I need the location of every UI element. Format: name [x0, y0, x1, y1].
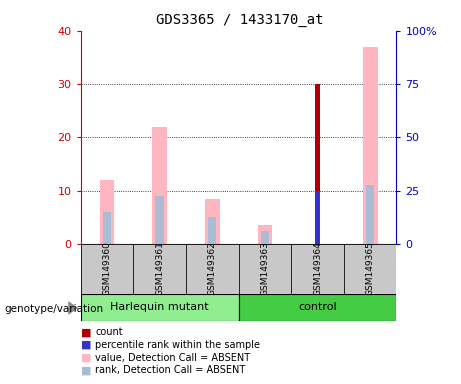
Bar — [81, 294, 239, 321]
Text: ■: ■ — [81, 365, 91, 375]
Text: ■: ■ — [81, 353, 91, 362]
Bar — [344, 244, 396, 294]
Bar — [208, 217, 217, 244]
Bar — [363, 47, 378, 244]
Bar — [239, 244, 291, 294]
Text: GSM149361: GSM149361 — [155, 242, 164, 296]
Bar — [315, 190, 319, 244]
Bar — [205, 199, 219, 244]
Text: GDS3365 / 1433170_at: GDS3365 / 1433170_at — [156, 13, 324, 27]
Text: genotype/variation: genotype/variation — [5, 304, 104, 314]
Text: ■: ■ — [81, 327, 91, 337]
Bar — [186, 244, 239, 294]
Bar — [291, 244, 344, 294]
Bar — [366, 185, 374, 244]
Bar — [315, 84, 320, 244]
Text: count: count — [95, 327, 123, 337]
Bar — [81, 244, 133, 294]
Polygon shape — [68, 301, 78, 315]
Bar — [258, 225, 272, 244]
Text: GSM149362: GSM149362 — [208, 242, 217, 296]
Text: Harlequin mutant: Harlequin mutant — [110, 302, 209, 312]
Bar — [100, 180, 114, 244]
Text: percentile rank within the sample: percentile rank within the sample — [95, 340, 260, 350]
Text: rank, Detection Call = ABSENT: rank, Detection Call = ABSENT — [95, 365, 246, 375]
Text: ■: ■ — [81, 340, 91, 350]
Text: GSM149365: GSM149365 — [366, 242, 375, 296]
Bar — [152, 127, 167, 244]
Bar — [155, 196, 164, 244]
Bar — [103, 212, 111, 244]
Bar — [239, 294, 396, 321]
Bar — [260, 230, 269, 244]
Text: GSM149363: GSM149363 — [260, 242, 269, 296]
Text: value, Detection Call = ABSENT: value, Detection Call = ABSENT — [95, 353, 250, 362]
Text: GSM149364: GSM149364 — [313, 242, 322, 296]
Text: GSM149360: GSM149360 — [102, 242, 112, 296]
Text: control: control — [298, 302, 337, 312]
Bar — [133, 244, 186, 294]
